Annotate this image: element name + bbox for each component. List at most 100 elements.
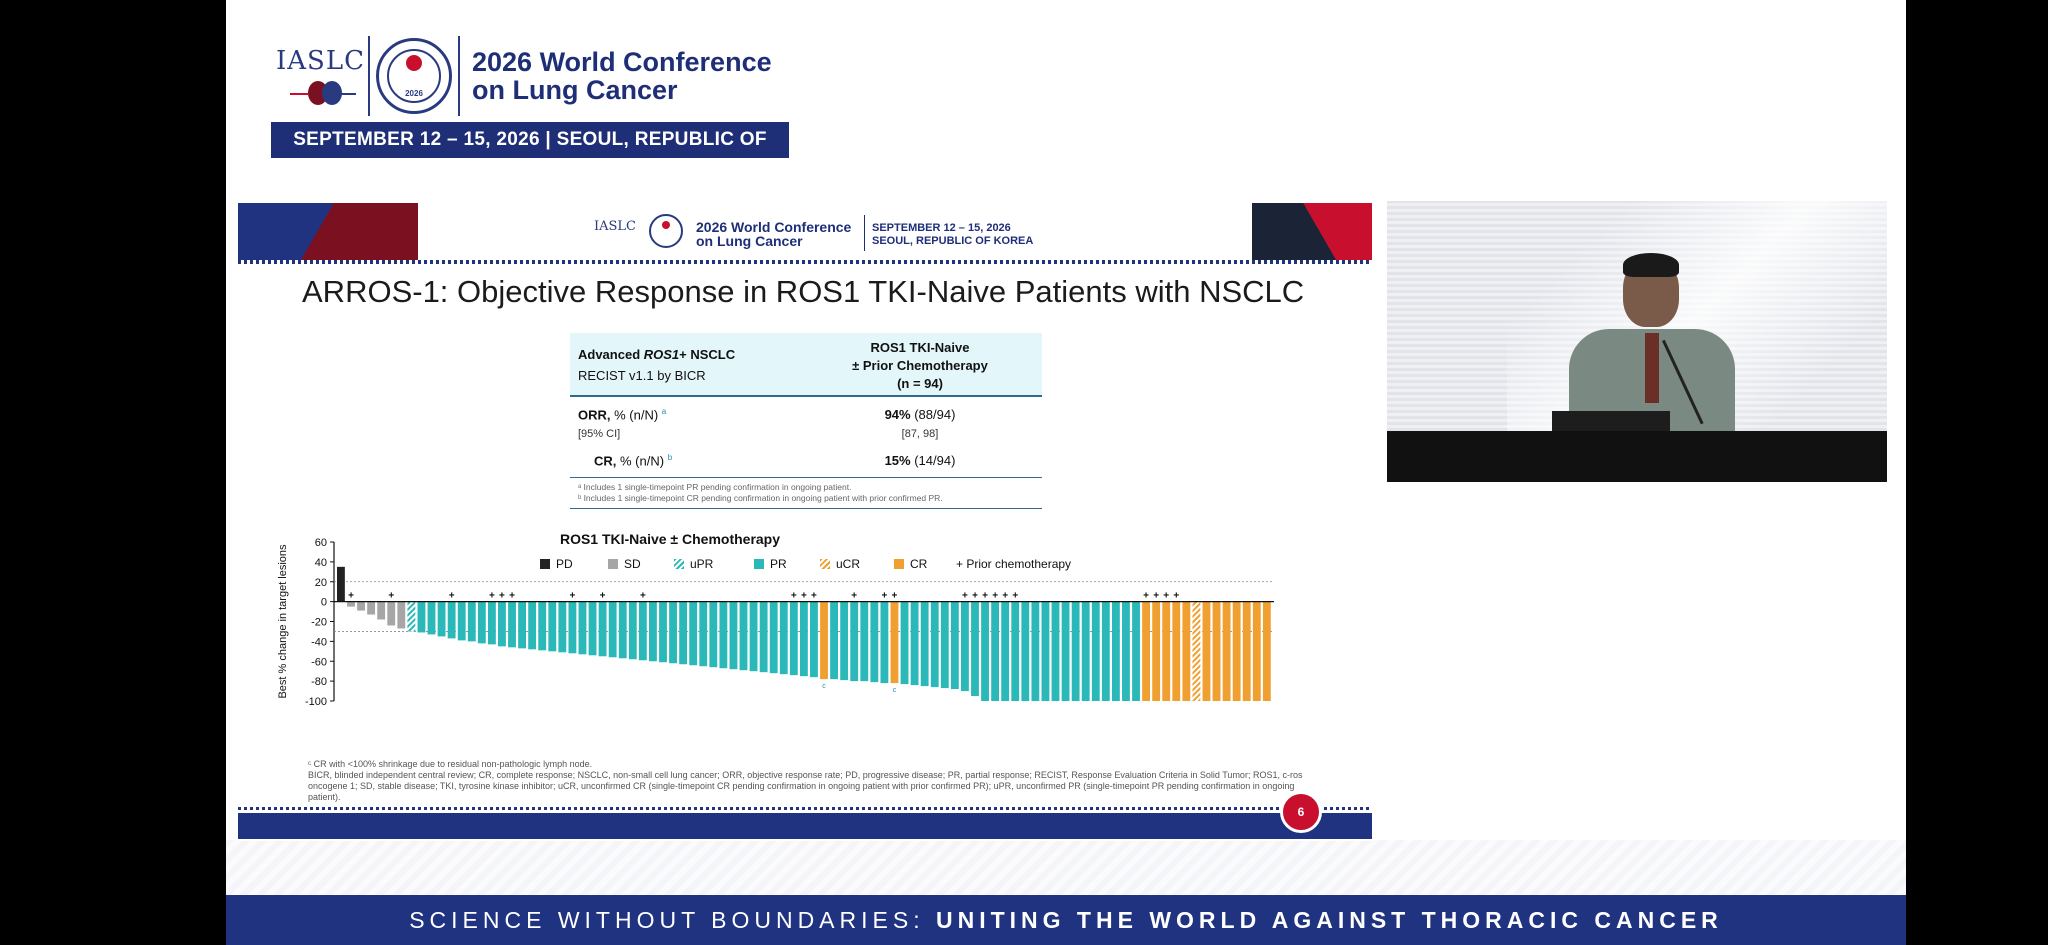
conference-frame: IASLC 2026 2026 World Conference on Lung… xyxy=(226,0,1906,945)
bar-pr xyxy=(981,601,989,701)
table-note-b: ᵇ Includes 1 single-timepoint CR pending… xyxy=(578,493,943,503)
response-table: Advanced ROS1+ NSCLC RECIST v1.1 by BICR… xyxy=(570,333,1042,509)
bar-pr xyxy=(518,601,527,649)
bar-pr xyxy=(1011,601,1020,701)
mini-title-line1: 2026 World Conference xyxy=(696,219,852,235)
prior-chemo-marker: + xyxy=(982,591,988,602)
bar-pr xyxy=(759,601,768,673)
conference-title-line1: 2026 World Conference xyxy=(472,47,772,77)
bar-pr xyxy=(1101,601,1110,701)
iaslc-logo-text: IASLC xyxy=(276,46,366,76)
bar-pr xyxy=(608,601,617,658)
y-tick-label: 60 xyxy=(315,537,327,549)
slide-footer-bar xyxy=(238,813,1372,839)
slide-corner-decoration-right xyxy=(1252,203,1372,260)
bar-pr xyxy=(971,601,979,697)
bar-pr xyxy=(437,601,446,637)
bar-cr xyxy=(820,601,828,680)
bar-pr xyxy=(749,601,758,672)
seal-year: 2026 xyxy=(405,89,423,98)
y-tick-label: -20 xyxy=(311,617,327,629)
bar-pr xyxy=(1081,601,1090,701)
seal-sun-dot xyxy=(406,55,422,71)
bar-cr xyxy=(1162,601,1171,701)
prior-chemo-marker: + xyxy=(801,591,807,602)
bar-pr xyxy=(538,601,547,651)
legend-pr: PR xyxy=(754,557,787,571)
slide-corner-decoration-left xyxy=(238,203,418,260)
bar-pr xyxy=(1061,601,1070,701)
orr-ci-value: [87, 98] xyxy=(901,428,939,440)
bar-ucr xyxy=(1192,601,1201,701)
bar-pr xyxy=(447,601,456,639)
bar-pr xyxy=(1021,601,1030,701)
y-tick-label: -60 xyxy=(311,656,327,668)
presentation-slide: IASLC 2026 World Conference on Lung Canc… xyxy=(238,203,1372,841)
table-header-col2: ROS1 TKI-Naive ± Prior Chemotherapy (n =… xyxy=(820,339,1020,393)
bar-pr xyxy=(779,601,788,675)
bar-pr xyxy=(920,601,929,687)
prior-chemo-marker: + xyxy=(972,591,978,602)
mini-date: SEPTEMBER 12 – 15, 2026 SEOUL, REPUBLIC … xyxy=(872,222,1033,248)
col1-prefix: Advanced xyxy=(578,347,644,362)
prior-chemo-marker: + xyxy=(600,591,606,602)
y-axis-label: Best % change in target lesions xyxy=(277,544,289,699)
header-divider-2 xyxy=(458,36,460,116)
bar-pr xyxy=(719,601,728,669)
pattern-background xyxy=(226,840,1906,895)
bar-pr xyxy=(729,601,738,670)
y-tick-label: -100 xyxy=(305,696,327,708)
bar-cr xyxy=(1202,601,1211,701)
footnote-c-marker: c xyxy=(822,683,826,690)
orr-label: ORR, % (n/N) a xyxy=(578,407,667,423)
prior-chemo-marker: + xyxy=(489,591,495,602)
prior-chemo-marker: + xyxy=(851,591,857,602)
col2-line1: ROS1 TKI-Naive xyxy=(870,340,970,355)
prior-chemo-marker: + xyxy=(791,591,797,602)
bar-pr xyxy=(689,601,698,666)
prior-chemo-marker: + xyxy=(1153,591,1159,602)
table-header: Advanced ROS1+ NSCLC RECIST v1.1 by BICR… xyxy=(570,333,1042,397)
chart-title: ROS1 TKI-Naive ± Chemotherapy xyxy=(559,531,781,547)
bar-pr xyxy=(1122,601,1130,701)
legend-swatch-cr xyxy=(894,559,904,569)
bar-pr xyxy=(799,601,808,677)
podium xyxy=(1387,431,1887,482)
bar-sd xyxy=(387,601,396,626)
lung-logo-icon xyxy=(290,81,356,105)
col2-line3: (n = 94) xyxy=(897,376,943,391)
prior-chemo-marker: + xyxy=(348,591,354,602)
bar-pr xyxy=(1051,601,1060,701)
bar-sd xyxy=(347,601,355,607)
bar-pr xyxy=(659,601,667,663)
bar-pd xyxy=(337,566,345,602)
col1-subtitle: RECIST v1.1 by BICR xyxy=(578,368,706,383)
banner-bold-text: UNITING THE WORLD AGAINST THORACIC CANCE… xyxy=(935,907,1723,933)
prior-chemo-marker: + xyxy=(962,591,968,602)
bar-pr xyxy=(880,601,889,684)
speaker-tie xyxy=(1645,333,1659,403)
prior-chemo-marker: + xyxy=(509,591,515,602)
bar-pr xyxy=(508,601,516,648)
table-header-col1: Advanced ROS1+ NSCLC RECIST v1.1 by BICR xyxy=(578,347,735,383)
prior-chemo-marker: + xyxy=(388,591,394,602)
bar-cr xyxy=(1232,601,1241,701)
slide-page-number: 6 xyxy=(1280,791,1322,833)
conference-date-bar: SEPTEMBER 12 – 15, 2026 | SEOUL, REPUBLI… xyxy=(271,122,789,186)
legend-pd: PD xyxy=(540,557,573,571)
bar-pr xyxy=(709,601,718,668)
bar-sd xyxy=(357,601,365,611)
col1-suffix: + NSCLC xyxy=(679,347,736,362)
table-footnotes: ᵃ Includes 1 single-timepoint PR pending… xyxy=(570,477,1042,509)
y-tick-label: 40 xyxy=(315,557,327,569)
legend-swatch-pr xyxy=(754,559,764,569)
bar-pr xyxy=(870,601,879,683)
banner-light-text: SCIENCE WITHOUT BOUNDARIES: xyxy=(409,907,936,933)
table-note-a: ᵃ Includes 1 single-timepoint PR pending… xyxy=(578,482,852,492)
legend-swatch-sd xyxy=(608,559,618,569)
waterfall-chart: ROS1 TKI-Naive ± Chemotherapy PD SD uPR … xyxy=(274,527,1334,757)
bar-cr xyxy=(1262,601,1271,701)
bar-pr xyxy=(1041,601,1050,701)
mini-title-line2: on Lung Cancer xyxy=(696,233,803,249)
y-tick-label: 20 xyxy=(315,577,327,589)
